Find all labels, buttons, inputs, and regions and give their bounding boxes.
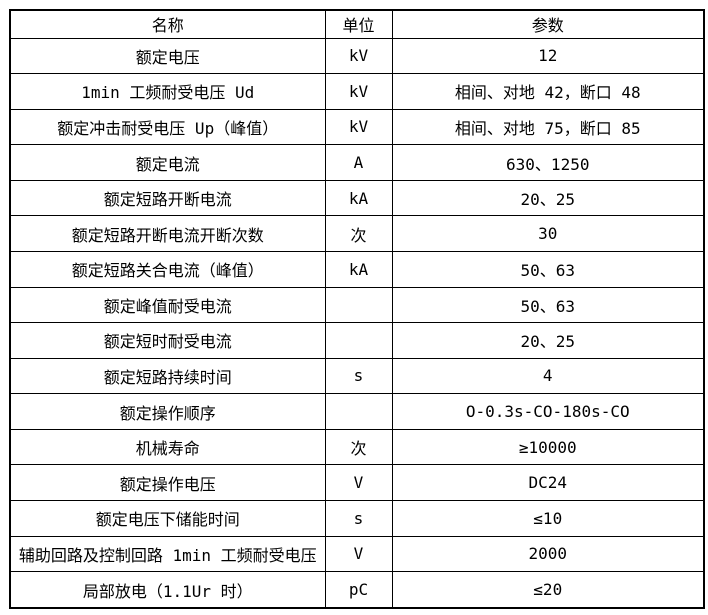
cell-name: 额定电压 (9, 37, 326, 75)
cell-name: 额定短路关合电流（峰值） (9, 250, 326, 288)
table-row: 额定冲击耐受电压 Up（峰值） kV 相间、对地 75，断口 85 (9, 108, 705, 146)
cell-name: 额定冲击耐受电压 Up（峰值） (9, 108, 326, 146)
cell-value: 20、25 (391, 322, 705, 359)
spec-table: 名称 单位 参数 额定电压 kV 12 1min 工频耐受电压 Ud kV 相间… (9, 9, 705, 609)
cell-unit: s (324, 500, 393, 537)
cell-value: 630、1250 (391, 144, 705, 181)
cell-value: 2000 (391, 535, 705, 573)
table-row: 辅助回路及控制回路 1min 工频耐受电压 V 2000 (9, 535, 705, 573)
cell-value: ≤10 (391, 500, 705, 537)
cell-unit: kV (324, 108, 393, 146)
cell-name: 辅助回路及控制回路 1min 工频耐受电压 (9, 535, 326, 573)
cell-unit (324, 393, 393, 430)
cell-name: 额定峰值耐受电流 (9, 286, 326, 324)
table-row: 额定电压 kV 12 (9, 37, 705, 75)
cell-value: DC24 (391, 464, 705, 502)
cell-unit: A (324, 144, 393, 181)
cell-unit: kA (324, 179, 393, 217)
cell-name: 额定操作顺序 (9, 393, 326, 430)
cell-unit: s (324, 357, 393, 395)
table-row: 额定电压下储能时间 s ≤10 (9, 500, 705, 537)
table-row: 额定短路持续时间 s 4 (9, 357, 705, 395)
cell-unit: kV (324, 37, 393, 75)
table-row: 1min 工频耐受电压 Ud kV 相间、对地 42，断口 48 (9, 73, 705, 110)
cell-name: 额定短路开断电流开断次数 (9, 215, 326, 252)
column-header-value: 参数 (391, 9, 705, 39)
cell-name: 1min 工频耐受电压 Ud (9, 73, 326, 110)
cell-name: 额定电流 (9, 144, 326, 181)
cell-unit (324, 322, 393, 359)
table-row: 额定峰值耐受电流 50、63 (9, 286, 705, 324)
cell-name: 额定操作电压 (9, 464, 326, 502)
cell-value: 50、63 (391, 286, 705, 324)
cell-value: 相间、对地 42，断口 48 (391, 73, 705, 110)
cell-unit (324, 286, 393, 324)
cell-value: 4 (391, 357, 705, 395)
table-row: 额定操作顺序 O-0.3s-CO-180s-CO (9, 393, 705, 430)
cell-unit: pC (324, 571, 393, 609)
cell-name: 局部放电（1.1Ur 时） (9, 571, 326, 609)
cell-value: ≥10000 (391, 428, 705, 466)
cell-unit: kA (324, 250, 393, 288)
cell-value: O-0.3s-CO-180s-CO (391, 393, 705, 430)
cell-value: 20、25 (391, 179, 705, 217)
table-row: 机械寿命 次 ≥10000 (9, 428, 705, 466)
table-row: 额定短路开断电流开断次数 次 30 (9, 215, 705, 252)
table-row: 局部放电（1.1Ur 时） pC ≤20 (9, 571, 705, 609)
cell-name: 额定短时耐受电流 (9, 322, 326, 359)
cell-unit: V (324, 535, 393, 573)
table-row: 额定短路开断电流 kA 20、25 (9, 179, 705, 217)
table-row: 额定操作电压 V DC24 (9, 464, 705, 502)
cell-value: ≤20 (391, 571, 705, 609)
table-row: 额定短时耐受电流 20、25 (9, 322, 705, 359)
cell-value: 50、63 (391, 250, 705, 288)
cell-unit: 次 (324, 215, 393, 252)
header-row: 名称 单位 参数 (9, 9, 705, 39)
cell-name: 额定短路开断电流 (9, 179, 326, 217)
column-header-unit: 单位 (324, 9, 393, 39)
table-row: 额定短路关合电流（峰值） kA 50、63 (9, 250, 705, 288)
cell-name: 机械寿命 (9, 428, 326, 466)
cell-name: 额定电压下储能时间 (9, 500, 326, 537)
table-row: 额定电流 A 630、1250 (9, 144, 705, 181)
cell-value: 12 (391, 37, 705, 75)
cell-value: 相间、对地 75，断口 85 (391, 108, 705, 146)
cell-name: 额定短路持续时间 (9, 357, 326, 395)
cell-value: 30 (391, 215, 705, 252)
cell-unit: kV (324, 73, 393, 110)
column-header-name: 名称 (9, 9, 326, 39)
cell-unit: 次 (324, 428, 393, 466)
cell-unit: V (324, 464, 393, 502)
